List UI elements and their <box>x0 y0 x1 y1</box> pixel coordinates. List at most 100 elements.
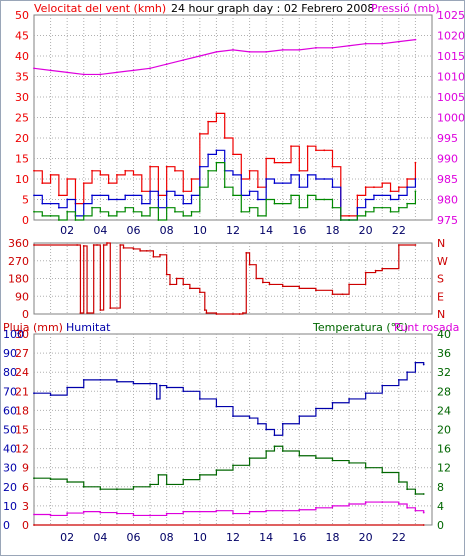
dewpoint-data-point <box>397 503 400 505</box>
direction-data-point <box>109 307 112 309</box>
wind_avg-data-point <box>182 202 185 205</box>
wind_green-data-point <box>132 210 135 213</box>
wind_green-data-point <box>406 202 409 205</box>
direction-data-point <box>232 313 234 315</box>
wind_avg-data-point <box>190 194 193 197</box>
direction-data-point <box>397 244 400 246</box>
dewpoint-data-point <box>215 509 218 512</box>
wind_avg-data-point <box>323 178 326 180</box>
pressure-data-point <box>99 73 102 76</box>
direction-data-point <box>281 285 284 288</box>
temperature-data-point <box>281 450 284 452</box>
wind_avg-data-point <box>66 198 69 201</box>
pressure-data-point <box>397 40 400 43</box>
pressure-data-point <box>298 48 301 51</box>
wind_green-data-point <box>232 194 234 197</box>
temperature-data-point <box>49 478 52 481</box>
direction-y-tick-label: 90 <box>15 290 29 303</box>
wind_avg-data-point <box>140 202 143 205</box>
dewpoint-data-point <box>364 501 367 503</box>
wind_green-data-point <box>331 206 334 209</box>
humidity-data-point <box>281 422 284 425</box>
humidity-data-point <box>248 417 251 419</box>
humidity-data-point <box>132 382 135 385</box>
humidity-data-point <box>165 386 168 389</box>
wind_green-data-point <box>49 215 52 217</box>
compass-y-tick-label: E <box>437 290 444 303</box>
wind_gust-data-point <box>215 112 218 115</box>
pressure-data-point <box>165 63 168 66</box>
wind_green-data-point <box>414 190 417 193</box>
humidity-y-tick-label: 0 <box>3 519 10 532</box>
rain-y-tick-label: 27 <box>15 347 29 360</box>
wind_avg-data-point <box>265 178 268 180</box>
wind_avg-data-point <box>306 174 309 176</box>
temperature-data-point <box>331 459 334 462</box>
rain-y-tick-label: 15 <box>15 424 29 437</box>
wind_green-data-point <box>356 215 359 217</box>
wind-y-tick-label: 50 <box>15 9 29 22</box>
wind_green-data-point <box>315 198 317 201</box>
dewpoint-data-point <box>116 512 118 515</box>
wind_gust-data-point <box>364 186 367 189</box>
wind_avg-data-point <box>397 194 400 197</box>
pressure-y-tick-label: 1015 <box>437 50 465 63</box>
temperature-data-point <box>99 488 102 491</box>
wind_avg-data-point <box>99 194 102 197</box>
temperature-data-point <box>232 464 234 467</box>
dewpoint-data-point <box>348 503 350 505</box>
temperature-data-point <box>215 469 218 471</box>
wind_green-data-point <box>256 215 259 217</box>
direction-data-point <box>169 283 171 286</box>
temperature-y-tick-label: 12 <box>437 462 451 475</box>
wind_avg-data-point <box>132 194 135 197</box>
wind_green-data-point <box>174 210 176 213</box>
time-x-tick-label: 12 <box>226 224 240 237</box>
rain-y-tick-label: 21 <box>15 385 29 398</box>
temperature-data-point <box>165 483 168 486</box>
humidity-data-point <box>331 401 334 404</box>
wind_gust-data-point <box>406 178 409 180</box>
wind_avg-data-point <box>149 190 151 193</box>
wind_green-data-point <box>223 186 226 189</box>
wind_gust-data-point <box>116 174 118 176</box>
temperature-data-point <box>116 488 118 491</box>
dewpoint-data-point <box>99 511 102 514</box>
wind_green-data-point <box>198 186 201 189</box>
wind_gust-data-point <box>331 165 334 168</box>
wind_green-data-point <box>389 210 392 213</box>
wind_avg-data-point <box>215 149 218 152</box>
wind_gust-data-point <box>323 149 326 152</box>
pressure-data-point <box>182 59 185 61</box>
direction-data-point <box>261 281 264 284</box>
wind_green-data-point <box>240 210 243 213</box>
wind_gust-data-point <box>265 157 268 160</box>
pressure-data-point <box>265 51 268 53</box>
time-x-tick-label-bottom: 08 <box>160 531 174 544</box>
dewpoint-data-point <box>182 510 185 513</box>
time-x-tick-label: 18 <box>326 224 340 237</box>
pressure-axis-title: Pressió (mb) <box>371 2 440 15</box>
wind_green-data-point <box>373 206 375 209</box>
rain-y-tick-label: 9 <box>22 462 29 475</box>
direction-data-point <box>33 244 35 246</box>
rain-y-tick-label: 0 <box>22 519 29 532</box>
wind_green-data-point <box>339 219 342 221</box>
time-x-tick-label-bottom: 06 <box>127 531 141 544</box>
humidity-y-tick-label: 60 <box>3 404 17 417</box>
humidity-y-tick-label: 10 <box>3 500 17 513</box>
direction-data-point <box>341 293 344 296</box>
wind_avg-data-point <box>373 194 375 197</box>
wind_gust-data-point <box>91 169 93 172</box>
humidity-axis-title: Humitat <box>66 321 111 334</box>
pressure-data-point <box>364 42 367 45</box>
temperature-data-point <box>66 481 69 483</box>
temperature-data-point <box>414 493 417 495</box>
wind_gust-data-point <box>66 178 69 180</box>
time-x-tick-label: 20 <box>359 224 373 237</box>
direction-data-point <box>205 312 208 314</box>
temperature-data-point <box>248 457 251 460</box>
wind-y-tick-label: 10 <box>15 173 29 186</box>
wind_gust-data-point <box>132 174 135 176</box>
